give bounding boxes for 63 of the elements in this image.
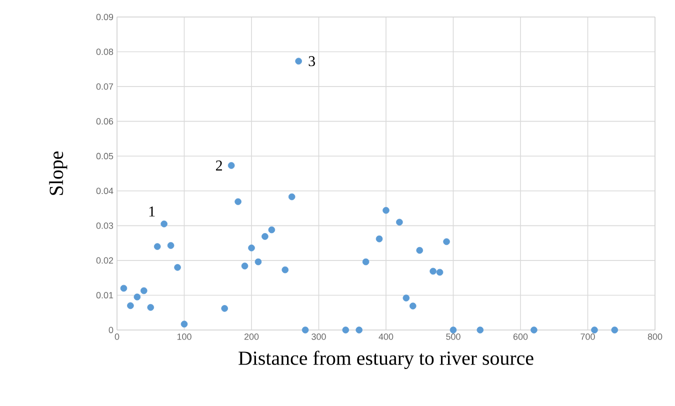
x-tick-label: 600 [513,334,528,340]
point [228,162,235,169]
point [234,198,242,206]
y-tick-label: 0.06 [96,118,114,125]
point [254,258,262,266]
point [154,243,161,250]
point [342,326,350,334]
y-tick-label: 0.07 [96,83,114,90]
point [262,233,268,240]
x-tick-label: 300 [312,334,326,340]
point [416,246,424,254]
point [410,302,416,310]
point [356,326,363,334]
point [591,326,598,334]
point [476,326,484,334]
x-tick-label: 200 [244,334,259,340]
y-axis-title: Slope [49,151,68,195]
point [241,262,248,270]
point [295,58,302,65]
x-tick-label: 800 [648,334,662,340]
point [268,226,276,234]
x-axis-title: Distance from estuary to river source [238,350,534,370]
x-tick-label: 700 [580,334,595,340]
x-tick-label: 500 [446,334,460,340]
y-tick-label: 0.04 [96,188,114,194]
point [362,258,370,266]
point [120,284,128,292]
y-tick-label: 0.09 [96,14,114,20]
point [611,326,618,334]
point [436,268,444,276]
point [134,294,141,300]
point [167,242,174,249]
point [180,320,188,328]
y-tick-label: 0.02 [96,257,114,264]
point [430,268,436,275]
x-tick-label: 400 [378,334,394,340]
annotation: 1 [149,206,155,216]
point [127,302,134,310]
y-tick-label: 0.08 [96,48,114,55]
point [221,305,228,312]
y-tick-label: 0.01 [96,292,114,298]
x-tick-label: 100 [177,334,192,340]
point [382,206,390,214]
annotation: 2 [216,160,222,170]
point [288,193,296,200]
point [147,304,154,311]
y-tick-label: 0.03 [96,222,114,229]
y-tick-label: 0.05 [96,152,114,160]
point [402,294,410,302]
point [302,326,309,334]
annotation: 3 [308,56,315,66]
point [282,266,289,274]
y-tick-label: 0 [108,326,114,334]
point [140,287,148,294]
x-tick-label: 0 [114,334,120,340]
point [450,326,457,334]
point [248,244,255,252]
point [530,326,538,334]
point [443,238,450,246]
point [160,220,168,228]
point [174,264,181,271]
point [396,218,403,226]
point [376,235,383,242]
